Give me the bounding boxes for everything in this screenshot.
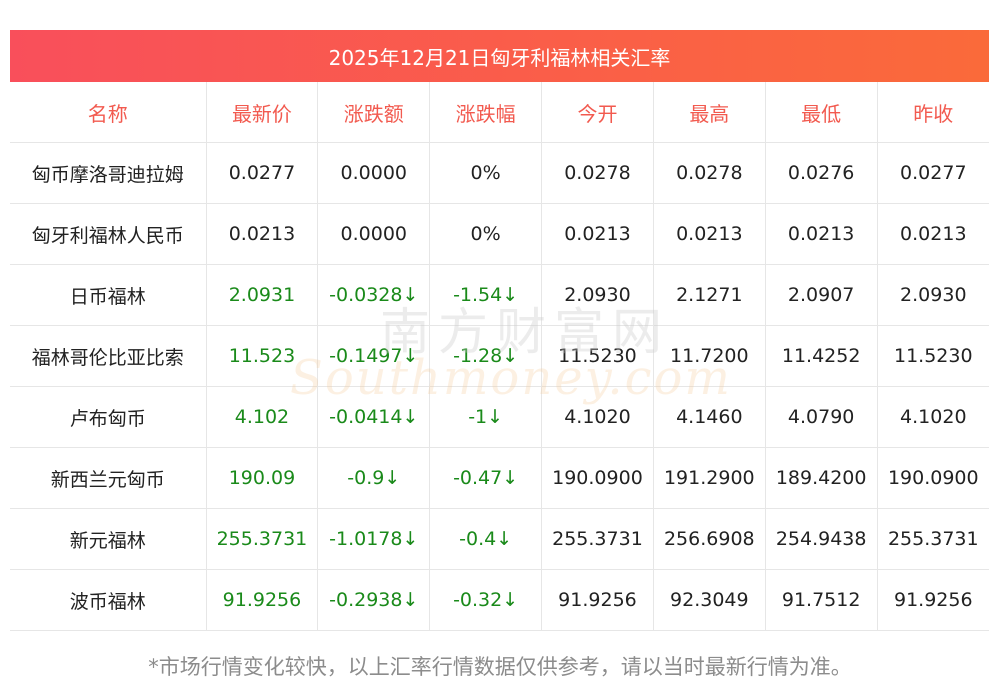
- header-change: 涨跌额: [317, 82, 431, 143]
- cell-change-pct: -0.47↓: [429, 447, 543, 509]
- cell-open: 91.9256: [541, 569, 654, 631]
- cell-latest: 255.3731: [206, 508, 319, 570]
- cell-prev-close: 255.3731: [877, 508, 989, 570]
- header-name: 名称: [10, 82, 207, 143]
- cell-change: -0.1497↓: [317, 325, 431, 387]
- table-row: 波币福林 91.9256 -0.2938↓ -0.32↓ 91.9256 92.3049 9…: [10, 569, 989, 631]
- header-open: 今开: [541, 82, 654, 143]
- cell-latest: 91.9256: [206, 569, 319, 631]
- cell-change-pct: 0%: [429, 142, 543, 204]
- header-high: 最高: [653, 82, 766, 143]
- header-change-pct: 涨跌幅: [429, 82, 543, 143]
- cell-low: 189.4200: [765, 447, 878, 509]
- cell-low: 4.0790: [765, 386, 878, 448]
- cell-high: 11.7200: [653, 325, 766, 387]
- cell-change: -0.0328↓: [317, 264, 431, 326]
- cell-open: 4.1020: [541, 386, 654, 448]
- table-row: 新元福林 255.3731 -1.0178↓ -0.4↓ 255.3731 256.690…: [10, 508, 989, 570]
- cell-high: 0.0278: [653, 142, 766, 204]
- cell-latest: 2.0931: [206, 264, 319, 326]
- header-low: 最低: [765, 82, 878, 143]
- cell-low: 2.0907: [765, 264, 878, 326]
- cell-latest: 0.0277: [206, 142, 319, 204]
- cell-name: 波币福林: [10, 569, 207, 631]
- cell-open: 190.0900: [541, 447, 654, 509]
- cell-name: 日币福林: [10, 264, 207, 326]
- cell-change-pct: -1.54↓: [429, 264, 543, 326]
- table-row: 匈币摩洛哥迪拉姆 0.0277 0.0000 0% 0.0278 0.0278 0.0276…: [10, 142, 989, 204]
- cell-prev-close: 11.5230: [877, 325, 989, 387]
- cell-prev-close: 4.1020: [877, 386, 989, 448]
- header-prev-close: 昨收: [877, 82, 989, 143]
- cell-high: 191.2900: [653, 447, 766, 509]
- cell-high: 0.0213: [653, 203, 766, 265]
- rate-table: 名称 最新价 涨跌额 涨跌幅 今开 最高 最低 昨收 匈币摩洛哥迪拉姆 0.027…: [10, 82, 989, 631]
- table-row: 新西兰元匈币 190.09 -0.9↓ -0.47↓ 190.0900 191.2900 1…: [10, 447, 989, 509]
- cell-open: 255.3731: [541, 508, 654, 570]
- table-row: 卢布匈币 4.102 -0.0414↓ -1↓ 4.1020 4.1460 4.0790 4.…: [10, 386, 989, 448]
- cell-change: -1.0178↓: [317, 508, 431, 570]
- header-latest: 最新价: [206, 82, 319, 143]
- cell-high: 4.1460: [653, 386, 766, 448]
- cell-change-pct: -0.32↓: [429, 569, 543, 631]
- cell-change: 0.0000: [317, 203, 431, 265]
- cell-high: 2.1271: [653, 264, 766, 326]
- table-row: 福林哥伦比亚比索 11.523 -0.1497↓ -1.28↓ 11.5230 11.72…: [10, 325, 989, 387]
- cell-prev-close: 2.0930: [877, 264, 989, 326]
- cell-prev-close: 0.0277: [877, 142, 989, 204]
- disclaimer-footer: *市场行情变化较快，以上汇率行情数据仅供参考，请以当时最新行情为准。: [148, 655, 852, 679]
- cell-change-pct: -1↓: [429, 386, 543, 448]
- cell-latest: 11.523: [206, 325, 319, 387]
- cell-name: 福林哥伦比亚比索: [10, 325, 207, 387]
- cell-change: -0.2938↓: [317, 569, 431, 631]
- rate-table-container: 2025年12月21日匈牙利福林相关汇率 名称 最新价 涨跌额 涨跌幅 今开 最…: [10, 30, 989, 631]
- cell-change-pct: -0.4↓: [429, 508, 543, 570]
- cell-low: 254.9438: [765, 508, 878, 570]
- cell-name: 匈币摩洛哥迪拉姆: [10, 142, 207, 204]
- cell-open: 2.0930: [541, 264, 654, 326]
- cell-low: 0.0276: [765, 142, 878, 204]
- cell-prev-close: 0.0213: [877, 203, 989, 265]
- cell-name: 卢布匈币: [10, 386, 207, 448]
- cell-open: 0.0278: [541, 142, 654, 204]
- cell-low: 11.4252: [765, 325, 878, 387]
- cell-prev-close: 91.9256: [877, 569, 989, 631]
- cell-change-pct: 0%: [429, 203, 543, 265]
- cell-latest: 4.102: [206, 386, 319, 448]
- table-row: 匈牙利福林人民币 0.0213 0.0000 0% 0.0213 0.0213 0.0213…: [10, 203, 989, 265]
- cell-prev-close: 190.0900: [877, 447, 989, 509]
- cell-open: 0.0213: [541, 203, 654, 265]
- cell-name: 匈牙利福林人民币: [10, 203, 207, 265]
- cell-change-pct: -1.28↓: [429, 325, 543, 387]
- table-header-row: 名称 最新价 涨跌额 涨跌幅 今开 最高 最低 昨收: [10, 82, 989, 143]
- cell-latest: 0.0213: [206, 203, 319, 265]
- cell-low: 0.0213: [765, 203, 878, 265]
- cell-name: 新元福林: [10, 508, 207, 570]
- cell-name: 新西兰元匈币: [10, 447, 207, 509]
- cell-change: -0.9↓: [317, 447, 431, 509]
- cell-latest: 190.09: [206, 447, 319, 509]
- cell-high: 92.3049: [653, 569, 766, 631]
- cell-high: 256.6908: [653, 508, 766, 570]
- table-title: 2025年12月21日匈牙利福林相关汇率: [10, 30, 989, 82]
- cell-change: 0.0000: [317, 142, 431, 204]
- cell-open: 11.5230: [541, 325, 654, 387]
- cell-low: 91.7512: [765, 569, 878, 631]
- cell-change: -0.0414↓: [317, 386, 431, 448]
- table-row: 日币福林 2.0931 -0.0328↓ -1.54↓ 2.0930 2.1271 2.09…: [10, 264, 989, 326]
